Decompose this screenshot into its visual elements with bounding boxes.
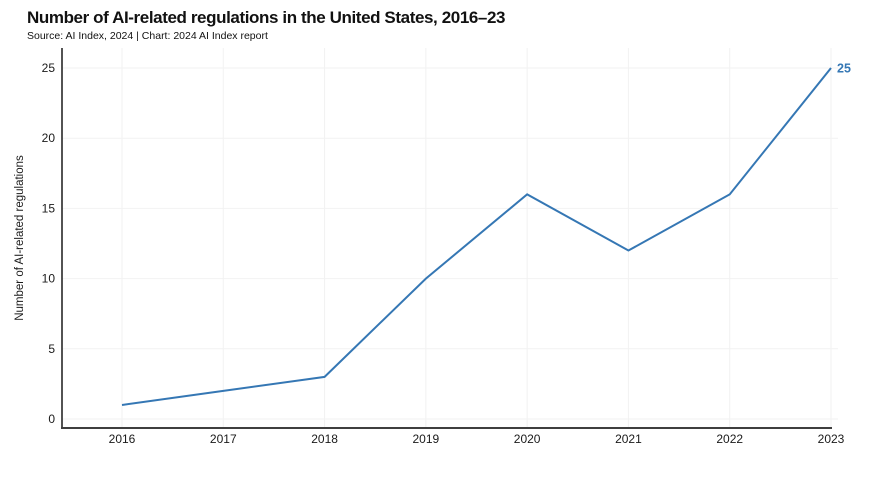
y-tick-label: 0 xyxy=(48,412,55,426)
x-tick-label: 2022 xyxy=(716,432,743,446)
y-tick-label: 25 xyxy=(42,61,56,75)
x-tick-label: 2023 xyxy=(818,432,845,446)
chart-source-line: Source: AI Index, 2024 | Chart: 2024 AI … xyxy=(27,30,268,42)
y-tick-label: 15 xyxy=(42,201,56,215)
x-tick-label: 2018 xyxy=(311,432,338,446)
x-tick-label: 2016 xyxy=(109,432,136,446)
x-tick-label: 2019 xyxy=(413,432,440,446)
y-tick-label: 5 xyxy=(48,342,55,356)
x-tick-label: 2020 xyxy=(514,432,541,446)
chart-title: Number of AI-related regulations in the … xyxy=(27,8,506,27)
y-tick-label: 20 xyxy=(42,131,56,145)
y-tick-label: 10 xyxy=(42,272,56,286)
series-line xyxy=(121,67,832,406)
x-tick-label: 2021 xyxy=(615,432,642,446)
end-value-label: 25 xyxy=(837,62,851,76)
x-tick-label: 2017 xyxy=(210,432,237,446)
